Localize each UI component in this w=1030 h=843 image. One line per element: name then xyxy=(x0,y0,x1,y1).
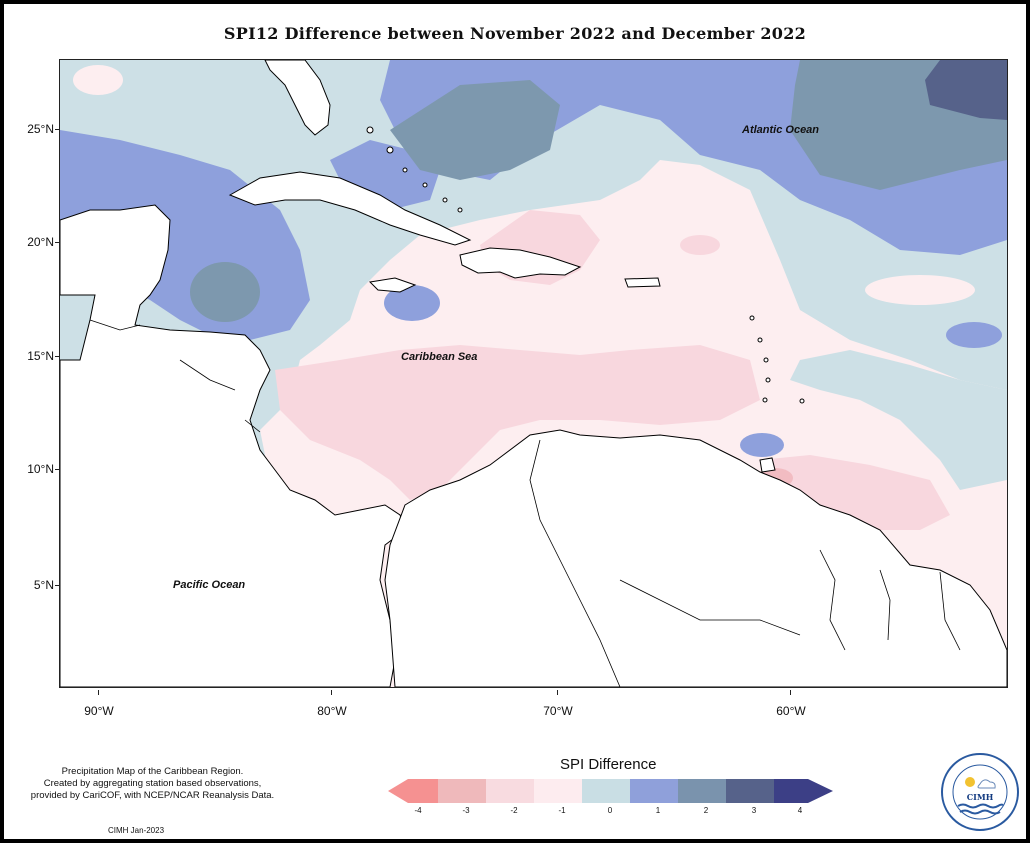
map-title: SPI12 Difference between November 2022 a… xyxy=(223,24,807,43)
border-guyana-2 xyxy=(879,569,891,641)
field-darkslate-atlantic xyxy=(925,60,1007,120)
land-cuba xyxy=(228,171,472,246)
legend-swatch-pos1 xyxy=(630,779,678,803)
legend-tick-pos1: 1 xyxy=(655,806,661,815)
cloud-icon xyxy=(977,779,996,789)
legend-swatch-pos4 xyxy=(774,779,833,803)
field-pink-kitchen xyxy=(73,65,123,95)
land-puerto-rico xyxy=(624,277,661,288)
land-barbados xyxy=(799,398,805,404)
land-hispaniola xyxy=(459,247,582,279)
y-tick-5: 5°N xyxy=(14,578,60,592)
field-pink-caribbean xyxy=(275,345,760,500)
field-blue-east1 xyxy=(946,322,1002,348)
legend-tick-neg1: -1 xyxy=(558,806,566,815)
land-south-america xyxy=(384,429,1007,687)
sun-icon xyxy=(965,777,975,787)
legend-swatch-neg3 xyxy=(438,779,486,803)
label-caribbean-sea: Caribbean Sea xyxy=(401,351,478,363)
legend-swatch-zero xyxy=(582,779,630,803)
x-tick-60w: 60°W xyxy=(766,690,816,718)
legend-tick-neg2: -2 xyxy=(510,806,518,815)
field-blue-trinidad xyxy=(740,433,784,457)
label-atlantic-ocean: Atlantic Ocean xyxy=(742,124,820,136)
legend-tick-pos3: 3 xyxy=(751,806,757,815)
legend-tick-neg4: -4 xyxy=(414,806,422,815)
land-lesser-antilles-4 xyxy=(765,377,771,383)
note-line-2: Created by aggregating station based obs… xyxy=(43,778,262,789)
field-slate-yucatan xyxy=(190,262,260,322)
land-bahamas-3 xyxy=(402,167,408,173)
coastlines xyxy=(60,60,1007,687)
land-lesser-antilles-2 xyxy=(757,337,763,343)
note-line-1: Precipitation Map of the Caribbean Regio… xyxy=(61,766,244,777)
y-tick-15: 15°N xyxy=(14,349,60,363)
y-tick-20: 20°N xyxy=(14,235,60,249)
land-lesser-antilles-5 xyxy=(762,397,768,403)
land-lesser-antilles-3 xyxy=(763,357,769,363)
legend-title: SPI Difference xyxy=(560,756,657,773)
land-bahamas-2 xyxy=(386,146,394,154)
land-bahamas-5 xyxy=(442,197,448,203)
legend-swatch-neg4 xyxy=(388,779,438,803)
border-guyana-1 xyxy=(819,549,846,651)
field-pink-dot xyxy=(680,235,720,255)
label-pacific-ocean: Pacific Ocean xyxy=(173,579,246,591)
y-tick-10: 10°N xyxy=(14,462,60,476)
border-venezuela-brazil xyxy=(619,579,801,636)
land-trinidad xyxy=(759,457,776,473)
field-lightblue-east xyxy=(790,350,1007,490)
logo-text: CIMH xyxy=(967,792,994,802)
border-colombia xyxy=(529,439,621,687)
legend-tick-pos4: 4 xyxy=(797,806,803,815)
spi-map xyxy=(60,60,1007,687)
x-tick-70w: 70°W xyxy=(533,690,583,718)
field-blue-jamaica xyxy=(384,285,440,321)
note-line-3: provided by CariCOF, with NCEP/NCAR Rean… xyxy=(30,790,275,801)
field-slate-bahamas xyxy=(390,80,560,180)
land-florida xyxy=(264,60,331,136)
legend-colorbar xyxy=(388,779,833,803)
land-bahamas-1 xyxy=(366,126,374,134)
border-central-3 xyxy=(244,419,261,433)
map-panel xyxy=(59,59,1008,688)
borders xyxy=(89,319,961,687)
land-central-america xyxy=(60,204,406,687)
legend-tick-neg3: -3 xyxy=(462,806,470,815)
field-pink-bubble xyxy=(865,275,975,305)
land-lesser-antilles-1 xyxy=(749,315,755,321)
y-tick-25: 25°N xyxy=(14,122,60,136)
legend-swatch-neg2 xyxy=(486,779,534,803)
figure-page: SPI12 Difference between November 2022 a… xyxy=(4,4,1026,839)
border-guiana xyxy=(939,571,961,651)
field-pink-east xyxy=(760,455,950,530)
legend-swatch-neg1 xyxy=(534,779,582,803)
land-bahamas-4 xyxy=(422,182,428,188)
legend-swatch-pos3 xyxy=(726,779,774,803)
land-jamaica xyxy=(368,277,417,293)
credit-text: CIMH Jan-2023 xyxy=(108,826,165,835)
description-note: Precipitation Map of the Caribbean Regio… xyxy=(10,766,295,802)
land-bahamas-6 xyxy=(457,207,463,213)
border-central-2 xyxy=(179,359,236,391)
x-tick-80w: 80°W xyxy=(307,690,357,718)
legend-tick-pos2: 2 xyxy=(703,806,709,815)
border-central-1 xyxy=(89,319,141,331)
cimh-logo: CIMH xyxy=(941,753,1019,831)
x-tick-90w: 90°W xyxy=(74,690,124,718)
legend-tick-zero: 0 xyxy=(607,806,613,815)
legend-swatch-pos2 xyxy=(678,779,726,803)
